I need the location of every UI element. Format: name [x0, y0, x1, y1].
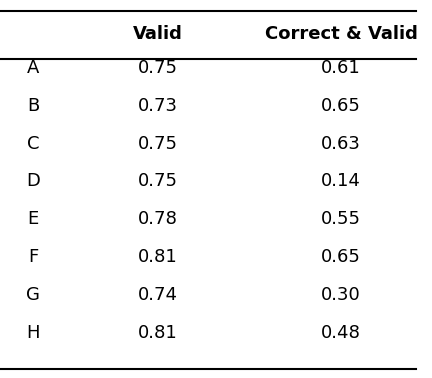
Text: 0.75: 0.75 [138, 172, 178, 191]
Text: 0.74: 0.74 [138, 286, 178, 304]
Text: 0.78: 0.78 [138, 210, 178, 228]
Text: C: C [27, 135, 39, 153]
Text: B: B [27, 97, 39, 115]
Text: 0.65: 0.65 [321, 248, 361, 266]
Text: Correct & Valid: Correct & Valid [264, 25, 417, 43]
Text: 0.55: 0.55 [321, 210, 361, 228]
Text: Valid: Valid [133, 25, 183, 43]
Text: 0.81: 0.81 [138, 248, 178, 266]
Text: 0.48: 0.48 [321, 324, 361, 342]
Text: A: A [27, 59, 39, 77]
Text: 0.61: 0.61 [321, 59, 361, 77]
Text: 0.63: 0.63 [321, 135, 361, 153]
Text: G: G [26, 286, 40, 304]
Text: 0.14: 0.14 [321, 172, 361, 191]
Text: F: F [28, 248, 38, 266]
Text: 0.65: 0.65 [321, 97, 361, 115]
Text: 0.81: 0.81 [138, 324, 178, 342]
Text: D: D [26, 172, 40, 191]
Text: 0.75: 0.75 [138, 135, 178, 153]
Text: 0.73: 0.73 [138, 97, 178, 115]
Text: 0.30: 0.30 [321, 286, 361, 304]
Text: H: H [26, 324, 40, 342]
Text: E: E [28, 210, 39, 228]
Text: 0.75: 0.75 [138, 59, 178, 77]
